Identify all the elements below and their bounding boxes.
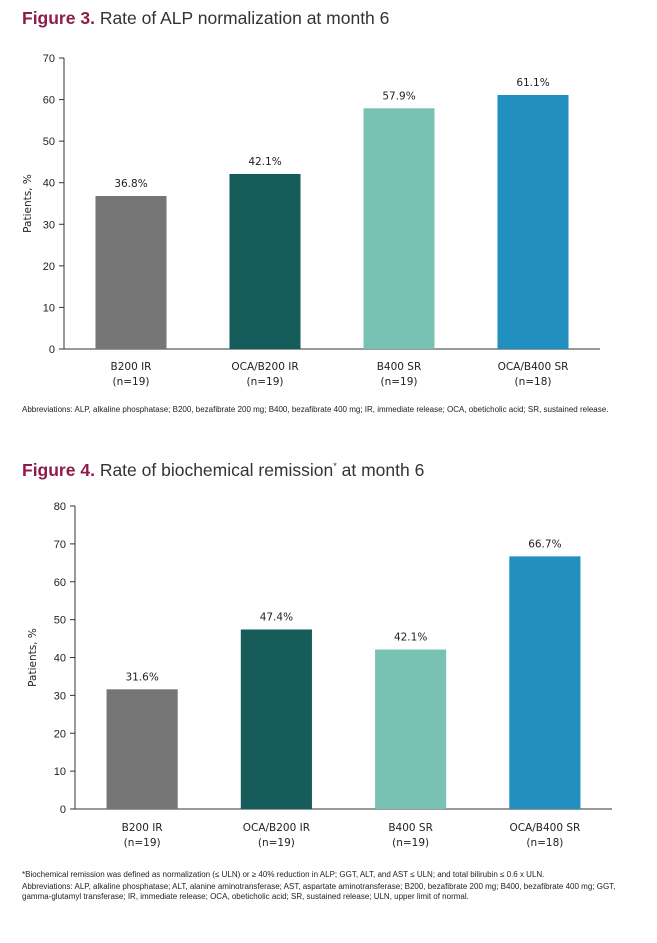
chart4-category-label-1: B200 IR (122, 822, 163, 834)
figure3-label: Figure 3. (22, 8, 95, 28)
chart3-data-label-2: 42.1% (248, 156, 281, 168)
chart4-bar-4 (509, 556, 581, 809)
figure4-abbreviations: Abbreviations: ALP, alkaline phosphatase… (22, 882, 616, 901)
chart4-y-tick-label: 50 (54, 615, 66, 627)
chart4-y-tick-label: 0 (60, 804, 66, 816)
chart4-category-label-2: OCA/B200 IR (243, 822, 310, 834)
chart4-category-label-2: (n=19) (258, 837, 295, 849)
chart4-y-tick-label: 60 (54, 577, 66, 589)
chart3-category-label-1: B200 IR (111, 361, 152, 373)
chart3-category-label-3: B400 SR (377, 361, 422, 373)
figure4-footnote: *Biochemical remission was defined as no… (22, 870, 545, 879)
chart4-category-label-4: OCA/B400 SR (509, 822, 580, 834)
figure3-bar-chart: 0 10 20 30 40 50 60 70 Patients, % 36.8% B200 IR (n… (22, 53, 600, 388)
figure4-title-asterisk: * (333, 461, 337, 472)
chart3-data-label-3: 57.9% (382, 90, 415, 102)
chart3-y-tick-label: 70 (43, 53, 55, 65)
chart3-category-label-1: (n=19) (112, 376, 149, 388)
figure3-abbreviations: Abbreviations: ALP, alkaline phosphatase… (22, 405, 609, 414)
chart4-y-axis-label: Patients, % (27, 628, 39, 687)
chart3-category-label-2: OCA/B200 IR (231, 361, 298, 373)
chart4-y-tick-label: 20 (54, 728, 66, 740)
chart4-category-label-3: B400 SR (388, 822, 433, 834)
chart3-category-label-2: (n=19) (246, 376, 283, 388)
chart3-bar-3 (363, 108, 435, 350)
figure4-title-text: Rate of biochemical remission (99, 460, 334, 480)
chart3-category-label-4: OCA/B400 SR (498, 361, 569, 373)
chart4-y-tick-label: 40 (54, 653, 66, 665)
chart3-y-tick-label: 0 (49, 344, 55, 356)
chart3-category-label-4: (n=18) (514, 376, 551, 388)
chart3-y-tick-label: 10 (43, 302, 55, 314)
chart4-y-tick-label: 30 (54, 690, 66, 702)
figure4-title-suffix: at month 6 (336, 460, 425, 480)
figure3-title-text: Rate of ALP normalization at month 6 (99, 8, 390, 28)
figure4-bar-chart: 0 10 20 30 40 50 60 70 80 Patients, % 31.6% B200 IR… (27, 501, 612, 849)
chart4-data-label-3: 42.1% (394, 632, 427, 644)
chart4-bar-2 (240, 629, 312, 809)
chart4-bar-1 (106, 689, 178, 809)
chart3-data-label-1: 36.8% (114, 178, 147, 190)
chart3-category-label-3: (n=19) (380, 376, 417, 388)
chart4-data-label-1: 31.6% (125, 671, 158, 683)
figure4-label: Figure 4. (22, 460, 95, 480)
chart4-category-label-4: (n=18) (526, 837, 563, 849)
chart3-y-tick-label: 30 (43, 219, 55, 231)
chart4-category-label-3: (n=19) (392, 837, 429, 849)
chart4-category-label-1: (n=19) (124, 837, 161, 849)
chart3-bar-4 (497, 94, 569, 350)
chart3-bar-2 (229, 173, 301, 349)
chart4-y-tick-label: 80 (54, 501, 66, 513)
chart3-y-tick-label: 40 (43, 178, 55, 190)
chart3-bar-1 (95, 196, 167, 349)
chart4-bar-3 (375, 649, 447, 809)
chart3-y-tick-label: 60 (43, 95, 55, 107)
chart3-y-tick-label: 50 (43, 136, 55, 148)
figure4-title: Figure 4. Rate of biochemical remission*… (22, 460, 424, 481)
chart4-data-label-4: 66.7% (528, 538, 561, 550)
chart4-data-label-2: 47.4% (260, 611, 293, 623)
chart4-y-tick-label: 70 (54, 539, 66, 551)
chart3-y-tick-label: 20 (43, 261, 55, 273)
chart4-y-tick-label: 10 (54, 766, 66, 778)
figure3-title: Figure 3. Rate of ALP normalization at m… (22, 8, 389, 29)
chart3-data-label-4: 61.1% (516, 77, 549, 89)
chart3-y-axis-label: Patients, % (22, 174, 34, 233)
